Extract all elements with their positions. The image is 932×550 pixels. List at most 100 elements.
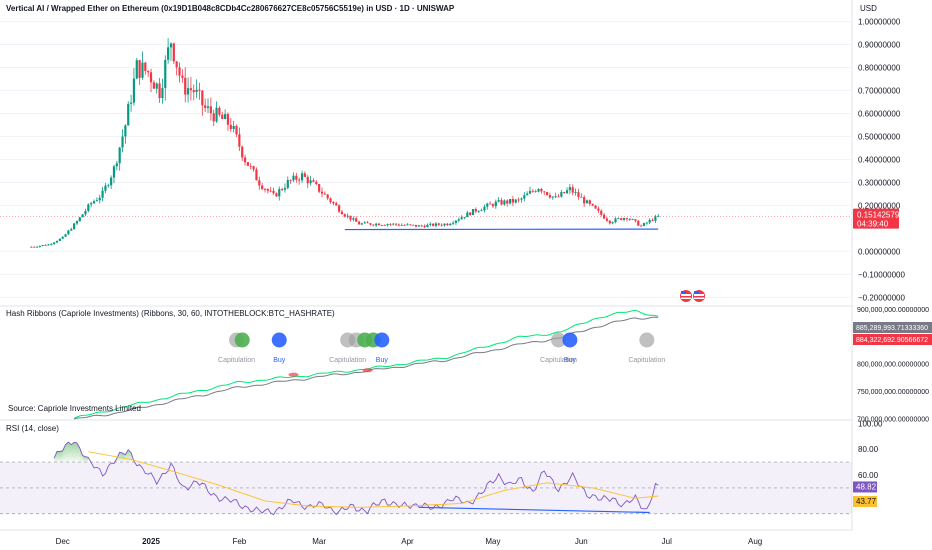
candle-body <box>144 62 147 72</box>
hash-tick-label: 900,000,000.00000000 <box>857 307 929 314</box>
candle-body <box>30 246 33 248</box>
candle-body <box>400 224 403 226</box>
buy-signal-dot[interactable] <box>562 332 578 348</box>
slow-ribbon-line <box>73 316 659 420</box>
candle-body <box>574 192 577 194</box>
candle-body <box>121 136 124 148</box>
candle-body <box>483 206 486 211</box>
capitulation-signal-dot[interactable] <box>639 332 655 348</box>
candle-body <box>548 195 552 198</box>
candle-body <box>605 218 609 221</box>
buy-signal-dot[interactable] <box>271 332 287 348</box>
candle-body <box>568 187 571 191</box>
candle-body <box>585 200 589 204</box>
hash-value-label: 885,289,993.71333360 <box>856 325 928 332</box>
price-tick-label: 0.20000000 <box>858 201 901 210</box>
hash-ribbons-title[interactable]: Hash Ribbons (Capriole Investments) (Rib… <box>6 309 335 318</box>
candle-body <box>551 196 554 198</box>
rsi-value-badge <box>853 495 877 507</box>
candle-body <box>38 245 41 247</box>
rsi-title[interactable]: RSI (14, close) <box>6 424 59 433</box>
hash-ribbons-pane[interactable]: 900,000,000.00000000 800,000,000.00000000… <box>73 307 932 423</box>
candle-body <box>440 224 443 226</box>
hash-tick-label: 750,000,000.00000000 <box>857 389 929 396</box>
candle-body <box>588 200 591 204</box>
candle-body <box>198 89 201 91</box>
rsi-value-label: 48.82 <box>856 482 877 491</box>
source-label: Source: Capriole Investments Limited <box>8 404 141 413</box>
candle-body <box>204 105 207 108</box>
candle-body <box>375 223 378 226</box>
candle-body <box>306 176 309 184</box>
price-tick-label: 0.90000000 <box>858 40 901 49</box>
buy-signal-dot[interactable] <box>374 332 390 348</box>
candle-body <box>206 106 210 108</box>
candle-body <box>451 222 455 224</box>
candle-body <box>432 223 435 226</box>
candle-body <box>249 165 252 167</box>
candle-body <box>149 72 153 83</box>
candle-body <box>434 223 438 226</box>
price-tick-label: 0.80000000 <box>858 63 901 72</box>
candle-body <box>263 188 267 190</box>
flag-icon[interactable] <box>693 290 705 302</box>
candle-body <box>323 193 326 195</box>
candle-body <box>255 169 258 181</box>
candle-body <box>107 185 110 187</box>
candle-body <box>41 244 44 246</box>
candle-body <box>275 193 278 197</box>
rsi-overbought-fill <box>74 442 77 463</box>
candle-body <box>349 215 352 220</box>
time-axis[interactable]: Dec 2025 Feb Mar Apr May Jun Jul Aug <box>56 537 763 546</box>
candle-body <box>286 180 289 188</box>
candle-body <box>600 210 603 215</box>
candle-body <box>278 189 281 197</box>
candle-body <box>403 224 406 226</box>
candle-body <box>44 244 47 246</box>
candle-body <box>303 173 306 177</box>
candle-body <box>172 43 175 62</box>
candle-body <box>238 134 241 147</box>
candle-body <box>295 175 298 180</box>
flag-icon[interactable] <box>680 290 692 302</box>
candle-body <box>377 223 381 226</box>
chart-title: Vertical AI / Wrapped Ether on Ethereum … <box>6 4 455 13</box>
candle-body <box>218 107 221 115</box>
capitulation-signal-dot[interactable] <box>551 332 567 348</box>
candle-body <box>118 147 121 164</box>
rsi-tick-label: 80.00 <box>858 445 879 454</box>
candle-body <box>252 166 255 170</box>
ribbon-cross-marker <box>362 368 373 373</box>
candle-body <box>298 179 301 181</box>
candle-body <box>124 125 127 137</box>
price-pane[interactable]: 1.00000000 0.90000000 0.80000000 0.70000000… <box>0 17 905 302</box>
buy-signal-label: Buy <box>376 357 389 364</box>
candle-body <box>571 187 574 193</box>
candle-body <box>70 229 73 231</box>
candle-body <box>394 223 398 225</box>
candle-body <box>446 223 449 226</box>
time-tick-label: Jul <box>662 537 672 546</box>
candle-body <box>115 163 118 167</box>
capitulation-signal-label: Capitulation <box>540 357 577 364</box>
currency-label[interactable]: USD <box>860 4 877 13</box>
candle-body <box>195 89 198 93</box>
candle-body <box>189 88 193 91</box>
candle-body <box>72 223 76 230</box>
candle-body <box>614 218 617 223</box>
rsi-overbought-fill <box>56 451 60 463</box>
candle-body <box>471 209 475 216</box>
candle-body <box>87 204 90 211</box>
rsi-pane[interactable]: 100.00 80.00 60.00 48.82 43.77 <box>0 419 883 516</box>
candle-body <box>201 90 204 106</box>
candle-body <box>491 204 495 207</box>
candle-body <box>602 214 606 219</box>
candle-body <box>437 223 440 225</box>
rsi-divergence-trendline[interactable] <box>418 506 650 514</box>
price-tick-label: 0.40000000 <box>858 155 901 164</box>
recovery-signal-dot[interactable] <box>234 332 250 348</box>
candle-body <box>226 114 230 125</box>
candle-body <box>164 59 167 89</box>
candle-body <box>235 126 238 135</box>
